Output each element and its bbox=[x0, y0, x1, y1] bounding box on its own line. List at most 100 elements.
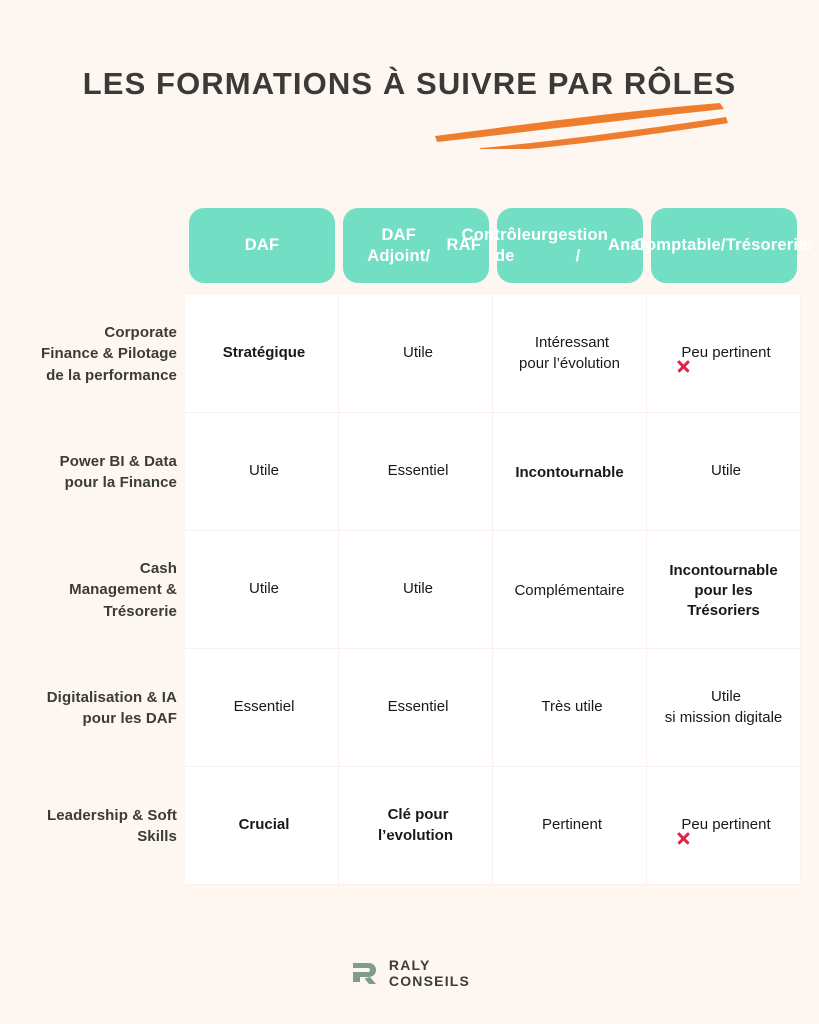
column-header-3[interactable]: Contrôleur de gestion / Analyste bbox=[462, 205, 678, 295]
matrix-cell[interactable]: Incontournable pour les Trésoriers bbox=[647, 531, 801, 649]
matrix-cell-text: Trésoriers bbox=[687, 602, 760, 620]
row-label-line: Leadership & Soft bbox=[46, 806, 177, 824]
matrix-cell-text: pour les bbox=[694, 581, 753, 599]
column-header-pill: DAF Adjoint/RAF bbox=[343, 208, 489, 283]
matrix-cell-text: Clé pour bbox=[387, 806, 449, 824]
matrix-cell-content: Utile bbox=[244, 579, 279, 599]
matrix-cell[interactable]: Utile bbox=[185, 531, 339, 649]
column-header-line: gestion / bbox=[547, 226, 609, 265]
matrix-cell[interactable]: Utile bbox=[185, 413, 339, 531]
matrix-cell-content: Utile si mission digitale bbox=[665, 687, 783, 727]
column-header-pill: Comptable/Trésorerier bbox=[634, 208, 814, 283]
matrix-cell-text: si mission digitale bbox=[664, 708, 783, 726]
matrix-cell-text: Complémentaire bbox=[514, 581, 625, 599]
matrix-cell-text: Pertinent bbox=[541, 816, 603, 834]
title-block: LES FORMATIONS À SUIVRE PAR RÔLES bbox=[0, 66, 819, 156]
matrix-cell-content: Utile bbox=[398, 579, 433, 599]
matrix-cell[interactable]: Complémentaire bbox=[493, 531, 647, 649]
column-header-2[interactable]: DAF Adjoint/RAF bbox=[339, 205, 493, 295]
row-label-2: Power BI & Data pour la Finance bbox=[0, 413, 185, 531]
row-label-3: Cash Management & Trésorerie bbox=[0, 531, 185, 649]
column-header-1[interactable]: DAF bbox=[185, 205, 339, 295]
matrix-cell[interactable]: Crucial bbox=[185, 767, 339, 885]
column-header-line: DAF Adjoint/ bbox=[367, 226, 431, 265]
matrix-cell-content: Peu pertinent bbox=[676, 815, 770, 835]
raly-r-mark-icon bbox=[349, 958, 380, 989]
matrix-cell-text: Incontournable bbox=[515, 463, 624, 481]
column-header-4[interactable]: Comptable/Trésorerier bbox=[634, 205, 814, 295]
matrix-cell-text: Utile bbox=[248, 580, 279, 598]
matrix-cell[interactable]: Utile si mission digitale bbox=[647, 649, 801, 767]
matrix-cell-content: Très utile bbox=[536, 697, 602, 717]
row-label-line: pour la Finance bbox=[64, 474, 177, 491]
row-label-line: Digitalisation & IA bbox=[46, 688, 177, 706]
row-label-line: Finance & Pilotage bbox=[41, 345, 177, 363]
page-title: LES FORMATIONS À SUIVRE PAR RÔLES bbox=[82, 66, 737, 101]
matrix-cell-line-1: Intéressant bbox=[519, 333, 620, 353]
matrix-cell[interactable]: Clé pour l’évolution bbox=[339, 767, 493, 885]
row-label-line: Skills bbox=[137, 828, 177, 845]
matrix-cell[interactable]: Essentiel bbox=[339, 649, 493, 767]
matrix-cell-content: Essentiel bbox=[383, 697, 449, 717]
matrix-cell[interactable]: Utile bbox=[339, 531, 493, 649]
column-header-pill: Contrôleur de gestion / Analyste bbox=[462, 208, 678, 283]
matrix-cell-content: Incontournable bbox=[515, 460, 623, 483]
matrix-cell-content: Crucial bbox=[234, 815, 290, 835]
matrix-cell[interactable]: Peu pertinent bbox=[647, 767, 801, 885]
matrix-cell-line-1: Utile bbox=[665, 687, 783, 707]
matrix-cell-text: Très utile bbox=[541, 698, 603, 716]
matrix-cell-content: Stratégique bbox=[218, 343, 306, 363]
roles-training-matrix: DAF DAF Adjoint/RAF Contrôleur de gestion /… bbox=[0, 205, 819, 885]
matrix-cell[interactable]: Intéressant pour l’évolution bbox=[493, 295, 647, 413]
row-label-text: Power BI & Data pour la Finance bbox=[60, 451, 177, 494]
matrix-cell-text: Utile bbox=[402, 344, 433, 362]
matrix-cell-content: Utile bbox=[706, 461, 741, 481]
row-label-line: Cash bbox=[139, 560, 177, 578]
matrix-cell-text: Essentiel bbox=[387, 462, 449, 480]
matrix-cell-line-1: Clé pour bbox=[378, 805, 453, 825]
matrix-cell-content: Pertinent bbox=[537, 815, 602, 835]
row-label-text: Cash Management & Trésorerie bbox=[69, 558, 177, 622]
matrix-corner-spacer bbox=[0, 205, 185, 295]
matrix-cell-text: Utile bbox=[710, 688, 741, 706]
matrix-grid: DAF DAF Adjoint/RAF Contrôleur de gestion /… bbox=[0, 205, 819, 885]
matrix-cell-content: Peu pertinent bbox=[676, 343, 770, 363]
row-label-line: de la performance bbox=[46, 366, 177, 384]
matrix-cell-text: Intéressant bbox=[534, 334, 610, 352]
row-label-line: Management & bbox=[69, 581, 177, 599]
row-label-text: Digitalisation & IA pour les DAF bbox=[47, 687, 177, 730]
matrix-cell[interactable]: Peu pertinent bbox=[647, 295, 801, 413]
matrix-cell-text: Essentiel bbox=[233, 698, 295, 716]
matrix-cell[interactable]: Utile bbox=[339, 295, 493, 413]
matrix-cell-text: Peu pertinent bbox=[681, 344, 771, 362]
footer-logo: RALY CONSEILS bbox=[0, 957, 819, 990]
matrix-cell-content: Essentiel bbox=[229, 697, 295, 717]
row-label-line: Power BI & Data bbox=[59, 452, 177, 470]
matrix-cell[interactable]: Pertinent bbox=[493, 767, 647, 885]
matrix-cell[interactable]: Essentiel bbox=[185, 649, 339, 767]
matrix-cell-text: Stratégique bbox=[222, 344, 306, 362]
matrix-cell-text: Utile bbox=[248, 462, 279, 480]
matrix-cell-content: Utile bbox=[398, 343, 433, 363]
row-label-4: Digitalisation & IA pour les DAF bbox=[0, 649, 185, 767]
matrix-cell-content: Clé pour l’évolution bbox=[378, 805, 453, 845]
matrix-cell-text: pour l’évolution bbox=[519, 354, 620, 372]
column-header-pill: DAF bbox=[189, 208, 335, 283]
matrix-cell[interactable]: Très utile bbox=[493, 649, 647, 767]
title-underline-swoosh bbox=[432, 99, 732, 153]
row-label-1: Corporate Finance & Pilotage de la perform… bbox=[0, 295, 185, 413]
matrix-cell[interactable]: Utile bbox=[647, 413, 801, 531]
matrix-cell[interactable]: Essentiel bbox=[339, 413, 493, 531]
matrix-cell[interactable]: Incontournable bbox=[493, 413, 647, 531]
matrix-cell[interactable]: Stratégique bbox=[185, 295, 339, 413]
row-label-text: Corporate Finance & Pilotage de la perform… bbox=[41, 322, 177, 386]
row-label-5: Leadership & Soft Skills bbox=[0, 767, 185, 885]
row-label-text: Leadership & Soft Skills bbox=[47, 805, 177, 848]
logo-line-1: RALY bbox=[388, 957, 431, 973]
column-header-line: Trésorerier bbox=[725, 236, 815, 255]
matrix-cell-text: Utile bbox=[710, 462, 741, 480]
matrix-cell-text: Incontournable bbox=[669, 561, 778, 579]
column-header-line: RAF bbox=[446, 236, 481, 255]
row-label-line: Corporate bbox=[104, 324, 177, 342]
column-header-line: Comptable/ bbox=[633, 236, 726, 255]
